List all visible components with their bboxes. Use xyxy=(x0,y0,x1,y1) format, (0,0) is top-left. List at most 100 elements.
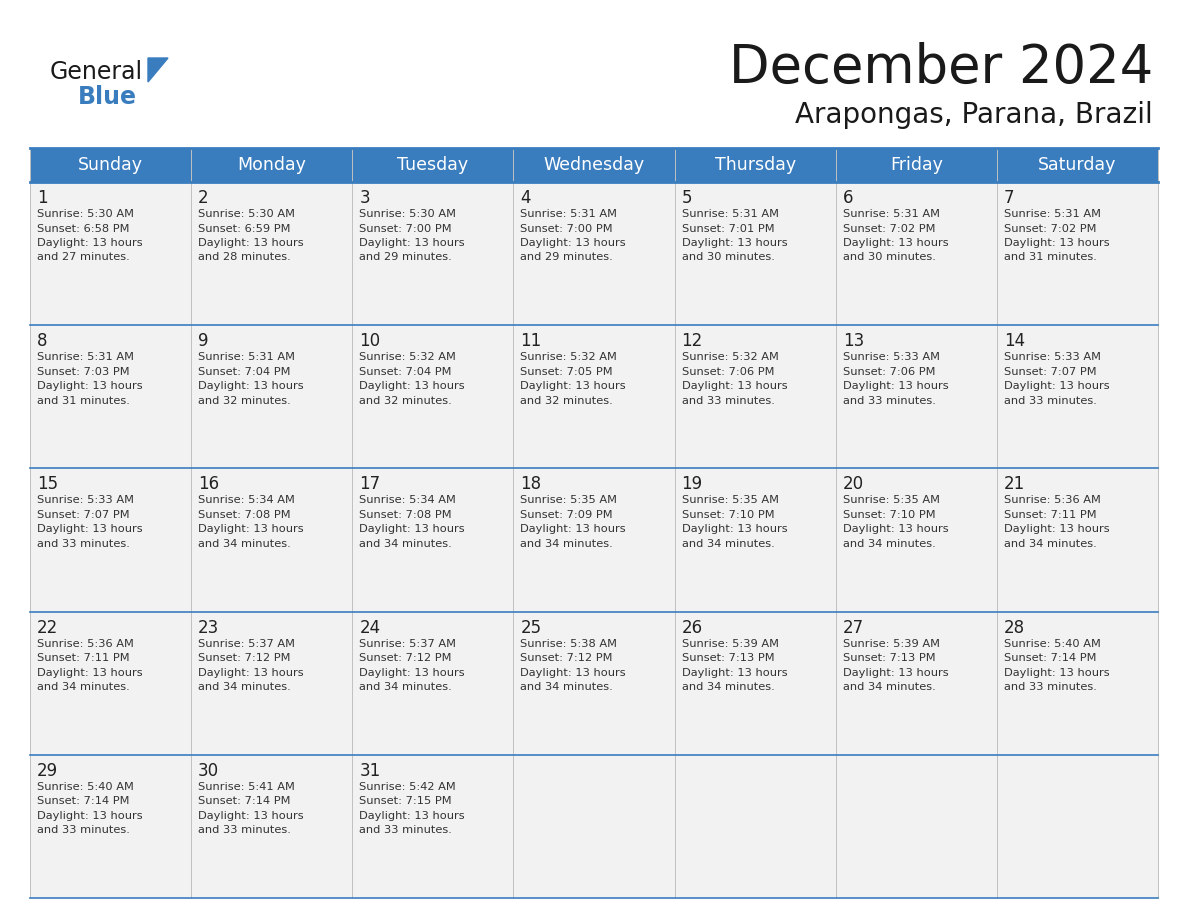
Text: Daylight: 13 hours: Daylight: 13 hours xyxy=(682,381,788,391)
Text: 4: 4 xyxy=(520,189,531,207)
Text: Sunset: 7:04 PM: Sunset: 7:04 PM xyxy=(359,366,451,376)
Text: Sunrise: 5:31 AM: Sunrise: 5:31 AM xyxy=(37,353,134,363)
Text: Sunset: 7:12 PM: Sunset: 7:12 PM xyxy=(359,653,451,663)
Text: Blue: Blue xyxy=(78,85,137,109)
Text: and 32 minutes.: and 32 minutes. xyxy=(359,396,453,406)
Bar xyxy=(675,468,835,611)
Text: and 34 minutes.: and 34 minutes. xyxy=(37,682,129,692)
Text: General: General xyxy=(50,60,143,84)
Text: Daylight: 13 hours: Daylight: 13 hours xyxy=(198,667,304,677)
Text: Sunrise: 5:30 AM: Sunrise: 5:30 AM xyxy=(359,209,456,219)
Text: Sunrise: 5:33 AM: Sunrise: 5:33 AM xyxy=(842,353,940,363)
Bar xyxy=(513,468,675,611)
Text: and 34 minutes.: and 34 minutes. xyxy=(682,539,775,549)
Text: 27: 27 xyxy=(842,619,864,636)
Text: and 27 minutes.: and 27 minutes. xyxy=(37,252,129,263)
Bar xyxy=(191,182,353,325)
Text: Sunset: 7:08 PM: Sunset: 7:08 PM xyxy=(198,509,291,520)
Bar xyxy=(353,325,513,468)
Text: 3: 3 xyxy=(359,189,369,207)
Text: Daylight: 13 hours: Daylight: 13 hours xyxy=(842,381,948,391)
Text: Sunrise: 5:31 AM: Sunrise: 5:31 AM xyxy=(682,209,778,219)
Text: Sunset: 7:02 PM: Sunset: 7:02 PM xyxy=(842,223,935,233)
Bar xyxy=(30,182,191,325)
Text: Sunset: 7:14 PM: Sunset: 7:14 PM xyxy=(198,796,291,806)
Text: Daylight: 13 hours: Daylight: 13 hours xyxy=(198,238,304,248)
Text: and 34 minutes.: and 34 minutes. xyxy=(198,539,291,549)
Text: and 34 minutes.: and 34 minutes. xyxy=(520,539,613,549)
Text: Sunrise: 5:39 AM: Sunrise: 5:39 AM xyxy=(842,639,940,649)
Text: and 31 minutes.: and 31 minutes. xyxy=(37,396,129,406)
Text: Sunrise: 5:40 AM: Sunrise: 5:40 AM xyxy=(37,782,134,792)
Text: Daylight: 13 hours: Daylight: 13 hours xyxy=(682,524,788,534)
Text: Saturday: Saturday xyxy=(1038,156,1117,174)
Bar xyxy=(513,325,675,468)
Text: Daylight: 13 hours: Daylight: 13 hours xyxy=(37,667,143,677)
Text: Thursday: Thursday xyxy=(714,156,796,174)
Text: Daylight: 13 hours: Daylight: 13 hours xyxy=(520,238,626,248)
Text: 26: 26 xyxy=(682,619,702,636)
Text: 22: 22 xyxy=(37,619,58,636)
Text: Daylight: 13 hours: Daylight: 13 hours xyxy=(842,238,948,248)
Bar xyxy=(191,611,353,755)
Text: Sunset: 7:06 PM: Sunset: 7:06 PM xyxy=(682,366,775,376)
Text: and 29 minutes.: and 29 minutes. xyxy=(520,252,613,263)
Text: and 34 minutes.: and 34 minutes. xyxy=(359,539,453,549)
Text: Friday: Friday xyxy=(890,156,943,174)
Text: and 29 minutes.: and 29 minutes. xyxy=(359,252,453,263)
Text: 24: 24 xyxy=(359,619,380,636)
Text: and 33 minutes.: and 33 minutes. xyxy=(37,825,129,835)
Bar xyxy=(30,148,1158,182)
Bar xyxy=(30,325,191,468)
Text: Sunset: 7:01 PM: Sunset: 7:01 PM xyxy=(682,223,775,233)
Bar xyxy=(997,182,1158,325)
Text: Sunday: Sunday xyxy=(78,156,143,174)
Bar xyxy=(191,325,353,468)
Bar xyxy=(835,468,997,611)
Text: 19: 19 xyxy=(682,476,702,493)
Bar xyxy=(997,468,1158,611)
Bar xyxy=(353,468,513,611)
Text: 18: 18 xyxy=(520,476,542,493)
Text: December 2024: December 2024 xyxy=(728,42,1154,94)
Text: 30: 30 xyxy=(198,762,220,779)
Text: Sunset: 7:10 PM: Sunset: 7:10 PM xyxy=(682,509,775,520)
Text: 13: 13 xyxy=(842,332,864,350)
Text: Sunset: 7:04 PM: Sunset: 7:04 PM xyxy=(198,366,291,376)
Text: 16: 16 xyxy=(198,476,220,493)
Text: Daylight: 13 hours: Daylight: 13 hours xyxy=(842,667,948,677)
Bar xyxy=(835,611,997,755)
Bar xyxy=(997,325,1158,468)
Text: Sunset: 7:11 PM: Sunset: 7:11 PM xyxy=(1004,509,1097,520)
Text: 2: 2 xyxy=(198,189,209,207)
Text: Daylight: 13 hours: Daylight: 13 hours xyxy=(520,667,626,677)
Text: 1: 1 xyxy=(37,189,48,207)
Text: 25: 25 xyxy=(520,619,542,636)
Bar xyxy=(513,755,675,898)
Text: Sunrise: 5:39 AM: Sunrise: 5:39 AM xyxy=(682,639,778,649)
Text: Daylight: 13 hours: Daylight: 13 hours xyxy=(1004,667,1110,677)
Text: 14: 14 xyxy=(1004,332,1025,350)
Bar xyxy=(675,755,835,898)
Text: Daylight: 13 hours: Daylight: 13 hours xyxy=(359,524,465,534)
Text: Sunrise: 5:37 AM: Sunrise: 5:37 AM xyxy=(198,639,295,649)
Bar xyxy=(675,611,835,755)
Text: Daylight: 13 hours: Daylight: 13 hours xyxy=(682,667,788,677)
Text: Sunrise: 5:41 AM: Sunrise: 5:41 AM xyxy=(198,782,295,792)
Text: Sunrise: 5:32 AM: Sunrise: 5:32 AM xyxy=(520,353,618,363)
Text: 11: 11 xyxy=(520,332,542,350)
Text: Sunrise: 5:35 AM: Sunrise: 5:35 AM xyxy=(520,496,618,506)
Polygon shape xyxy=(148,58,168,82)
Text: 29: 29 xyxy=(37,762,58,779)
Text: Sunset: 6:59 PM: Sunset: 6:59 PM xyxy=(198,223,291,233)
Text: Sunset: 7:00 PM: Sunset: 7:00 PM xyxy=(359,223,451,233)
Text: 9: 9 xyxy=(198,332,209,350)
Text: and 34 minutes.: and 34 minutes. xyxy=(1004,539,1097,549)
Bar xyxy=(513,611,675,755)
Text: 21: 21 xyxy=(1004,476,1025,493)
Bar xyxy=(353,755,513,898)
Text: Sunset: 7:09 PM: Sunset: 7:09 PM xyxy=(520,509,613,520)
Text: Daylight: 13 hours: Daylight: 13 hours xyxy=(359,667,465,677)
Text: Daylight: 13 hours: Daylight: 13 hours xyxy=(520,381,626,391)
Text: Daylight: 13 hours: Daylight: 13 hours xyxy=(682,238,788,248)
